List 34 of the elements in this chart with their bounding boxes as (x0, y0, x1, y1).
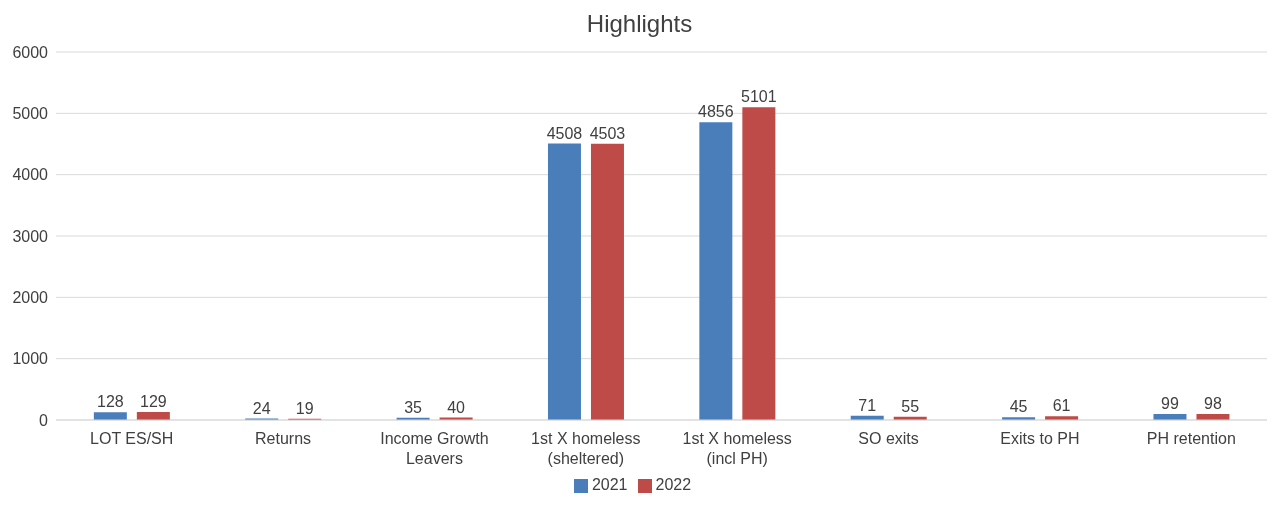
y-tick-label: 4000 (12, 166, 49, 184)
data-label: 19 (295, 399, 314, 417)
data-label: 4503 (589, 124, 626, 142)
x-tick-label: Income Growth Leavers (380, 430, 489, 467)
legend-label: 2021 (591, 476, 628, 493)
data-label: 99 (1161, 394, 1179, 412)
data-label: 4508 (546, 124, 583, 142)
y-tick-label: 1000 (12, 350, 49, 368)
x-tick-label: SO exits (858, 430, 919, 447)
y-tick-label: 6000 (12, 43, 49, 61)
x-tick-label: 1st X homeless (incl PH) (682, 430, 792, 467)
data-label: 24 (252, 399, 271, 417)
y-tick-label: 5000 (12, 105, 49, 123)
chart-title: Highlights (585, 9, 694, 39)
x-tick-label: PH retention (1146, 430, 1236, 447)
y-tick-label: 3000 (12, 227, 49, 245)
data-label: 45 (1009, 398, 1028, 416)
data-label: 61 (1052, 397, 1071, 415)
data-label: 40 (447, 398, 466, 416)
x-tick-label: LOT ES/SH (90, 430, 174, 447)
x-tick-label: Exits to PH (1000, 430, 1080, 447)
data-label: 128 (96, 393, 124, 411)
y-tick-label: 2000 (12, 289, 49, 307)
legend-label: 2022 (655, 476, 692, 493)
data-label: 4856 (698, 103, 734, 121)
x-tick-label: 1st X homeless (sheltered) (531, 430, 641, 467)
data-label: 129 (139, 393, 167, 411)
data-label: 5101 (741, 88, 777, 106)
data-label: 71 (858, 396, 877, 414)
data-label: 98 (1204, 394, 1222, 412)
data-label: 35 (404, 398, 423, 416)
y-tick-label: 0 (39, 411, 49, 429)
x-tick-label: Returns (255, 430, 312, 447)
data-label: 55 (901, 397, 920, 415)
